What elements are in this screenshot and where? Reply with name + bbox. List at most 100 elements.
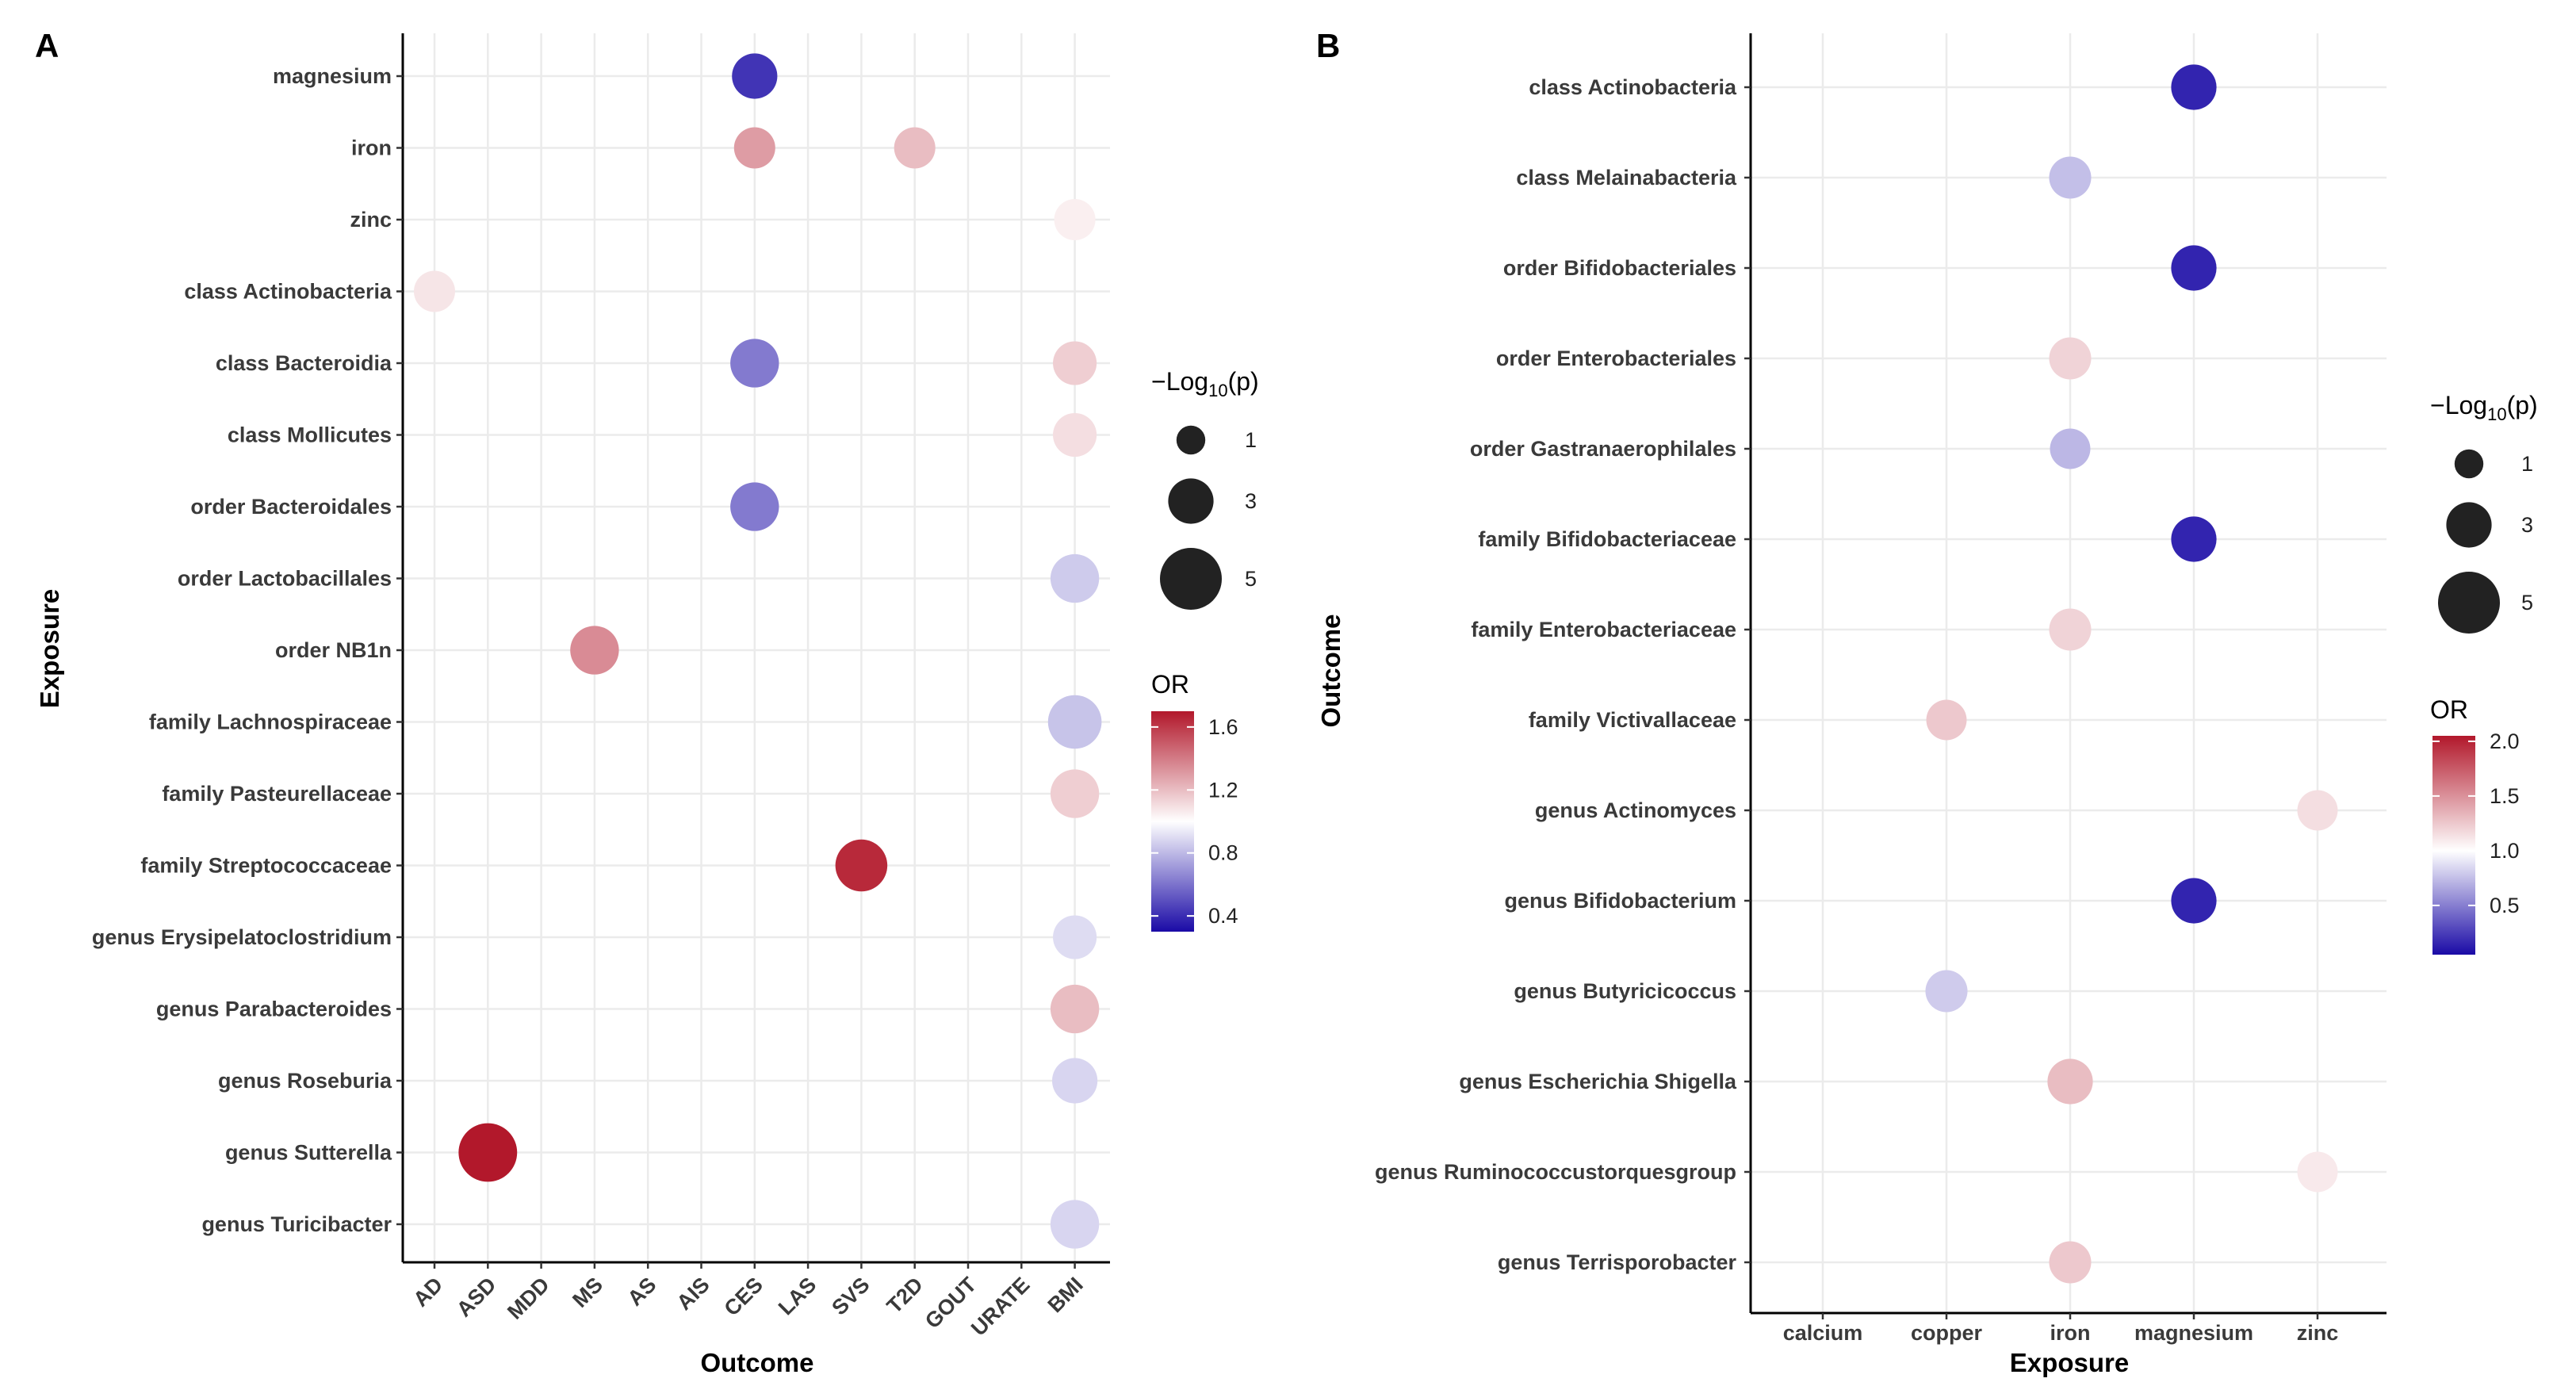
- pb-y-tick-label: class Actinobacteria: [1529, 75, 1737, 99]
- pb-point: [2049, 1241, 2092, 1284]
- panel-b-plot: class Actinobacteria class Melainabacteri…: [1316, 33, 2387, 1377]
- pb-size-legend-title: −Log10(p): [2430, 391, 2538, 424]
- pa-colorbar-label: 1.2: [1208, 778, 1238, 802]
- panel-a-or-colorbar: [1151, 711, 1194, 932]
- pb-point: [2049, 608, 2092, 651]
- pa-y-tick-label: genus Sutterella: [225, 1141, 392, 1165]
- pb-point: [2171, 878, 2217, 924]
- pa-x-tick-label: URATE: [966, 1273, 1035, 1341]
- pa-x-tick-label: CES: [720, 1273, 767, 1320]
- pa-colorbar-label: 0.4: [1208, 904, 1238, 928]
- pa-x-tick-label: MDD: [503, 1273, 554, 1324]
- pa-y-tick-label: order NB1n: [275, 638, 392, 662]
- pb-point: [2049, 156, 2092, 199]
- pb-point: [2171, 516, 2217, 562]
- pa-point: [1050, 769, 1100, 818]
- pb-x-tick-label: magnesium: [2134, 1321, 2253, 1345]
- pa-x-tick-label: BMI: [1043, 1273, 1088, 1317]
- pb-size-legend-label: 5: [2521, 591, 2533, 615]
- pa-x-tick-label: AD: [408, 1273, 447, 1311]
- pb-size-legend-dot: [2454, 449, 2484, 479]
- panel-a-color-legend: OR 1.6 1.2 0.8 0.4: [1151, 670, 1238, 932]
- pa-point: [1053, 412, 1097, 458]
- pa-point: [1050, 984, 1100, 1034]
- pb-x-tick-label: iron: [2050, 1321, 2091, 1345]
- pa-y-tick-label: genus Parabacteroides: [156, 997, 392, 1021]
- pb-y-tick-label: family Victivallaceae: [1529, 708, 1736, 732]
- panel-a-y-tick-labels: magnesium iron zinc class Actinobacteria cla…: [92, 64, 392, 1236]
- pb-y-tick-label: order Bifidobacteriales: [1503, 256, 1736, 280]
- pb-y-tick-label: genus Bifidobacterium: [1504, 889, 1736, 913]
- pb-point: [2171, 245, 2217, 291]
- pb-colorbar-label: 2.0: [2490, 729, 2520, 753]
- pa-size-legend-label: 3: [1245, 489, 1257, 513]
- pa-x-tick-label: ASD: [452, 1273, 501, 1322]
- pa-y-tick-label: iron: [351, 136, 392, 160]
- pb-y-tick-label: genus Escherichia Shigella: [1459, 1070, 1737, 1093]
- pa-y-tick-label: family Lachnospiraceae: [149, 710, 392, 734]
- panel-b-tag: B: [1316, 27, 1340, 64]
- panel-a-tag: A: [35, 27, 59, 64]
- pa-x-tick-label: LAS: [774, 1273, 821, 1319]
- pa-y-tick-label: family Streptococcaceae: [140, 854, 392, 878]
- panel-a-or-legend-title: OR: [1151, 670, 1189, 699]
- pa-point: [730, 482, 779, 531]
- pa-y-tick-label: magnesium: [273, 64, 392, 88]
- panel-b-x-axis-title: Exposure: [2010, 1348, 2129, 1377]
- pb-colorbar-label: 1.0: [2490, 839, 2520, 863]
- pb-size-legend-dot: [2438, 572, 2500, 634]
- pa-point: [1053, 915, 1097, 959]
- pa-point: [1050, 553, 1100, 603]
- pb-size-legend-label: 3: [2521, 513, 2533, 537]
- panel-b-y-tick-labels: class Actinobacteria class Melainabacteri…: [1375, 75, 1737, 1274]
- panel-b-x-tick-labels: calcium copper iron magnesium zinc: [1783, 1321, 2339, 1345]
- pa-point: [835, 839, 888, 892]
- pb-point: [2171, 64, 2217, 110]
- panel-b-points: [1925, 64, 2338, 1284]
- pb-x-tick-label: zinc: [2297, 1321, 2339, 1345]
- panel-b-y-axis-title: Outcome: [1316, 614, 1345, 727]
- panel-b-or-colorbar: [2432, 736, 2475, 955]
- pa-x-tick-label: AIS: [672, 1273, 714, 1315]
- pb-y-tick-label: order Enterobacteriales: [1496, 346, 1736, 370]
- pa-y-tick-label: zinc: [350, 208, 392, 232]
- panel-a-points: [414, 53, 1102, 1249]
- pa-point: [733, 127, 775, 169]
- pa-colorbar-label: 1.6: [1208, 715, 1238, 739]
- pb-colorbar-label: 0.5: [2490, 894, 2520, 917]
- pb-y-tick-label: genus Terrisporobacter: [1498, 1250, 1737, 1274]
- pa-size-legend-dot: [1168, 478, 1214, 524]
- pa-y-tick-label: order Lactobacillales: [178, 567, 392, 591]
- pb-y-tick-label: order Gastranaerophilales: [1470, 437, 1736, 461]
- panel-a-grid: [403, 33, 1110, 1262]
- pa-point: [894, 127, 936, 169]
- panel-b-color-legend: OR 2.0 1.5 1.0 0.5: [2430, 695, 2520, 955]
- pb-point: [2297, 1151, 2338, 1193]
- pa-size-legend-title: −Log10(p): [1151, 367, 1259, 400]
- pa-point: [414, 270, 455, 312]
- pa-point: [1053, 341, 1097, 385]
- pa-y-tick-label: order Bacteroidales: [190, 495, 392, 519]
- pb-size-legend-dot: [2446, 502, 2492, 548]
- pb-x-tick-label: calcium: [1783, 1321, 1863, 1345]
- pa-x-tick-label: MS: [568, 1273, 607, 1312]
- panel-b-axes: [1744, 33, 2387, 1319]
- pa-size-legend-dot: [1176, 425, 1206, 455]
- pb-y-tick-label: family Enterobacteriaceae: [1471, 618, 1736, 641]
- pa-size-legend-dot: [1160, 548, 1222, 610]
- panel-a-axes: [396, 33, 1110, 1269]
- panel-a-plot: magnesium iron zinc class Actinobacteria cla…: [35, 33, 1110, 1377]
- pb-point: [2050, 428, 2091, 469]
- pb-point: [1925, 970, 1968, 1013]
- pa-point: [1052, 1058, 1098, 1104]
- pb-point: [2049, 337, 2092, 380]
- pa-y-tick-label: family Pasteurellaceae: [162, 782, 392, 806]
- pa-colorbar-label: 0.8: [1208, 841, 1238, 865]
- panel-b-grid: [1751, 33, 2387, 1313]
- pa-y-tick-label: class Mollicutes: [228, 423, 392, 447]
- pa-point: [1047, 695, 1102, 749]
- pa-point: [570, 626, 619, 675]
- pb-point: [2047, 1059, 2093, 1105]
- pa-point: [1050, 1200, 1100, 1249]
- pa-y-tick-label: class Actinobacteria: [184, 280, 392, 304]
